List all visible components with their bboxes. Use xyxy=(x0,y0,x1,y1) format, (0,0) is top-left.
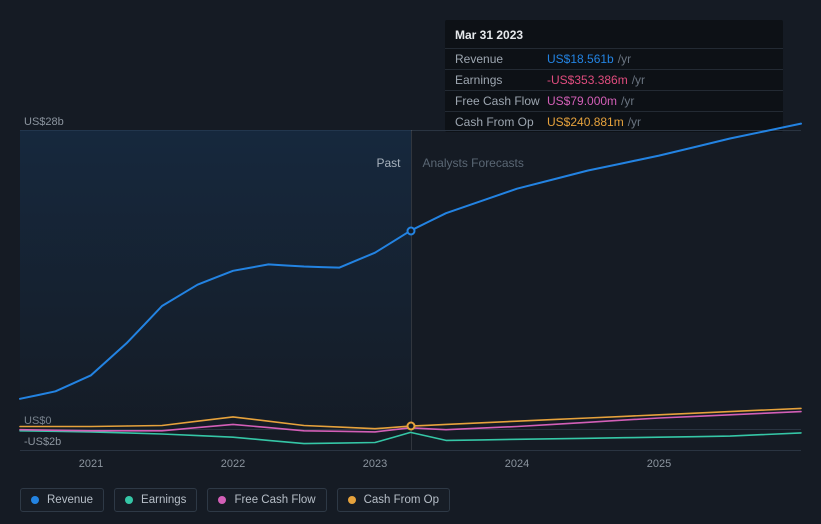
legend-label: Earnings xyxy=(141,494,186,506)
x-axis-label: 2023 xyxy=(363,458,387,470)
chart-legend: Revenue Earnings Free Cash Flow Cash Fro… xyxy=(20,488,450,512)
legend-label: Cash From Op xyxy=(364,494,439,506)
grid-line xyxy=(20,450,801,451)
tooltip-row-fcf: Free Cash Flow US$79.000m /yr xyxy=(445,90,783,111)
series-marker-revenue xyxy=(406,226,415,235)
series-line-earnings xyxy=(20,431,801,444)
series-marker-cfo xyxy=(406,422,415,431)
tooltip-unit: /yr xyxy=(632,73,645,87)
legend-item-revenue[interactable]: Revenue xyxy=(20,488,104,512)
legend-dot-icon xyxy=(218,496,226,504)
chart-svg xyxy=(20,130,801,450)
tooltip-row-cfo: Cash From Op US$240.881m /yr xyxy=(445,111,783,132)
tooltip-label: Cash From Op xyxy=(455,115,547,129)
legend-dot-icon xyxy=(125,496,133,504)
tooltip-value: US$240.881m xyxy=(547,115,624,129)
y-axis-label: US$28b xyxy=(24,116,64,128)
legend-label: Free Cash Flow xyxy=(234,494,315,506)
legend-label: Revenue xyxy=(47,494,93,506)
tooltip-unit: /yr xyxy=(621,94,634,108)
tooltip-row-earnings: Earnings -US$353.386m /yr xyxy=(445,69,783,90)
earnings-revenue-chart: Mar 31 2023 Revenue US$18.561b /yr Earni… xyxy=(20,20,801,480)
tooltip-label: Free Cash Flow xyxy=(455,94,547,108)
tooltip-value: -US$353.386m xyxy=(547,73,628,87)
tooltip-row-revenue: Revenue US$18.561b /yr xyxy=(445,48,783,69)
tooltip-value: US$79.000m xyxy=(547,94,617,108)
series-line-revenue xyxy=(20,124,801,399)
tooltip-unit: /yr xyxy=(628,115,641,129)
legend-item-fcf[interactable]: Free Cash Flow xyxy=(207,488,326,512)
tooltip-value: US$18.561b xyxy=(547,52,614,66)
legend-dot-icon xyxy=(31,496,39,504)
x-axis-label: 2025 xyxy=(647,458,671,470)
x-axis-label: 2022 xyxy=(221,458,245,470)
x-axis-label: 2024 xyxy=(505,458,529,470)
legend-item-earnings[interactable]: Earnings xyxy=(114,488,197,512)
tooltip-date: Mar 31 2023 xyxy=(445,20,783,48)
tooltip-label: Earnings xyxy=(455,73,547,87)
tooltip-label: Revenue xyxy=(455,52,547,66)
chart-tooltip: Mar 31 2023 Revenue US$18.561b /yr Earni… xyxy=(445,20,783,132)
tooltip-unit: /yr xyxy=(618,52,631,66)
x-axis-label: 2021 xyxy=(79,458,103,470)
plot-area[interactable]: US$28bUS$0-US$2bPastAnalysts Forecasts20… xyxy=(20,130,801,450)
legend-dot-icon xyxy=(348,496,356,504)
legend-item-cfo[interactable]: Cash From Op xyxy=(337,488,450,512)
